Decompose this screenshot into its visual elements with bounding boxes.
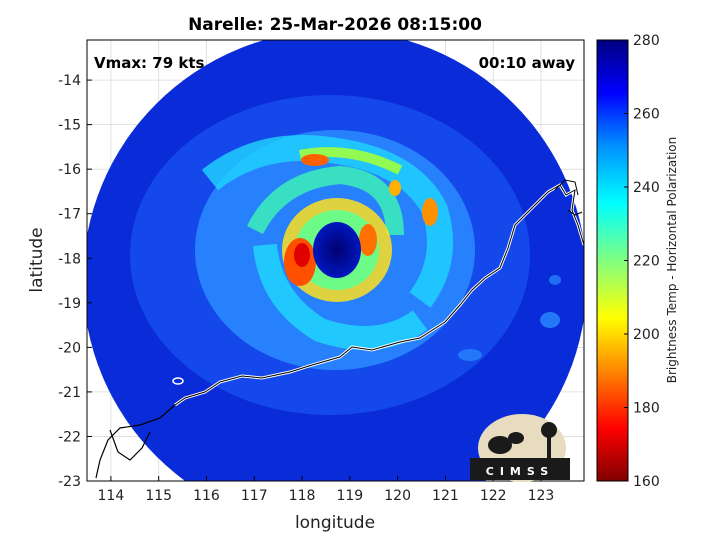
y-tick-label: -20 bbox=[58, 340, 81, 356]
x-tick-label: 122 bbox=[480, 488, 507, 504]
colorbar-tick-label: 220 bbox=[633, 254, 660, 270]
vmax-label: Vmax: 79 kts bbox=[94, 54, 204, 72]
colorbar-tick-label: 200 bbox=[633, 327, 660, 343]
x-tick-label: 118 bbox=[289, 488, 316, 504]
x-tick-label: 121 bbox=[432, 488, 459, 504]
y-tick-label: -15 bbox=[58, 118, 81, 134]
colorbar-ticks: 280 260 240 220 200 180 160 bbox=[624, 33, 660, 490]
plot-frame bbox=[86, 39, 585, 482]
x-tick-label: 119 bbox=[336, 488, 363, 504]
x-tick-label: 114 bbox=[98, 488, 125, 504]
figure-title: Narelle: 25-Mar-2026 08:15:00 bbox=[188, 15, 482, 35]
x-tick-label: 116 bbox=[193, 488, 220, 504]
colorbar-tick-label: 280 bbox=[633, 33, 660, 49]
colorbar-label: Brightness Temp - Horizontal Polarizatio… bbox=[665, 137, 679, 384]
colorbar-tick-label: 160 bbox=[633, 474, 660, 490]
colorbar-tick-label: 180 bbox=[633, 401, 660, 417]
y-tick-label: -21 bbox=[58, 385, 81, 401]
x-tick-label: 117 bbox=[241, 488, 268, 504]
x-tick-label: 120 bbox=[384, 488, 411, 504]
time-away-label: 00:10 away bbox=[479, 54, 576, 72]
y-tick-label: -17 bbox=[58, 207, 81, 223]
y-tick-label: -22 bbox=[58, 429, 81, 445]
logo-text: CIMSS bbox=[486, 465, 554, 478]
x-axis-label: longitude bbox=[295, 513, 375, 533]
x-tick-label: 115 bbox=[145, 488, 172, 504]
coastline-outside bbox=[95, 404, 176, 479]
colorbar-tick-label: 260 bbox=[633, 107, 660, 123]
y-ticks: -14 -15 -16 -17 -18 -19 -20 -21 -22 -23 bbox=[58, 73, 92, 490]
y-tick-label: -23 bbox=[58, 474, 81, 490]
colorbar bbox=[596, 39, 629, 482]
y-tick-label: -16 bbox=[58, 162, 81, 178]
brightness-temp-swath bbox=[87, 40, 584, 481]
x-ticks: 114 115 116 117 118 119 120 121 122 123 bbox=[98, 476, 555, 504]
y-tick-label: -14 bbox=[58, 73, 81, 89]
storm-eye bbox=[313, 222, 361, 278]
colorbar-tick-label: 240 bbox=[633, 180, 660, 196]
y-axis-label: latitude bbox=[27, 227, 47, 292]
y-tick-label: -19 bbox=[58, 296, 81, 312]
y-tick-label: -18 bbox=[58, 251, 81, 267]
cimss-logo: CIMSS bbox=[470, 414, 570, 482]
x-tick-label: 123 bbox=[528, 488, 555, 504]
